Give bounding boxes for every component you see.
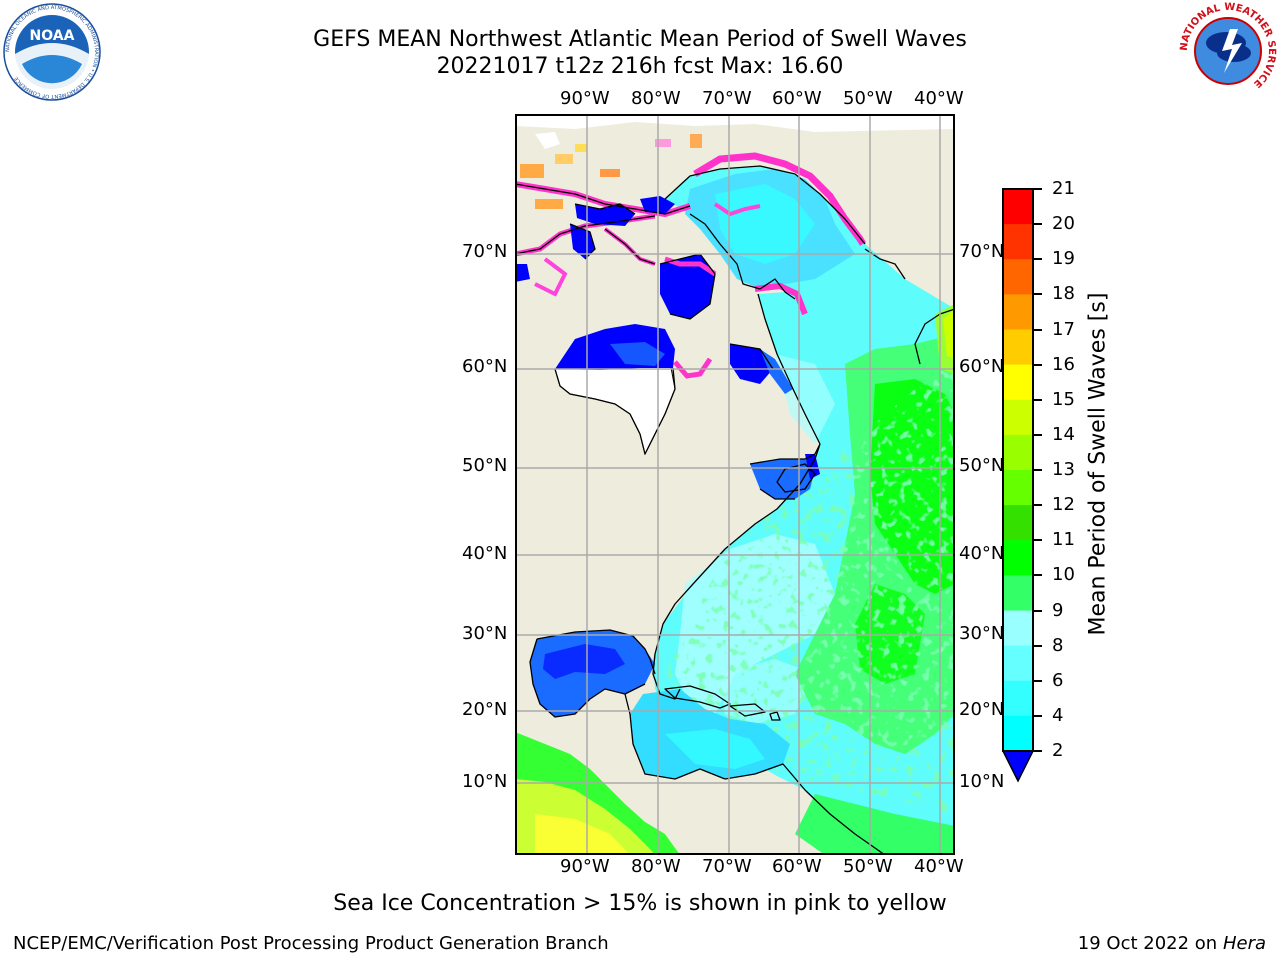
colorbar-tick — [1034, 609, 1042, 612]
lat-label: 40°N — [959, 543, 1005, 564]
colorbar-tick — [1034, 433, 1042, 436]
colorbar-tick-label: 11 — [1052, 529, 1075, 551]
colorbar — [1001, 188, 1035, 783]
colorbar-swatch — [1003, 610, 1033, 647]
svg-text:NOAA: NOAA — [30, 28, 75, 44]
lon-label: 50°W — [843, 88, 893, 109]
colorbar-tick — [1034, 504, 1042, 507]
colorbar-tick-label: 9 — [1052, 599, 1064, 621]
colorbar-swatch — [1003, 294, 1033, 330]
colorbar-swatch — [1003, 434, 1033, 471]
colorbar-tick — [1034, 328, 1042, 331]
coastlines — [515, 165, 955, 854]
lat-label: 60°N — [462, 356, 508, 377]
chart-subtitle: 20221017 t12z 216h fcst Max: 16.60 — [436, 54, 844, 79]
lon-label: 70°W — [702, 88, 752, 109]
lon-label: 60°W — [772, 88, 822, 109]
lat-label: 20°N — [959, 699, 1005, 720]
colorbar-tick-label: 20 — [1052, 213, 1075, 235]
colorbar-title: Mean Period of Swell Waves [s] — [1085, 292, 1111, 636]
colorbar-tick — [1034, 644, 1042, 647]
lon-label: 80°W — [631, 856, 681, 877]
colorbar-tick — [1034, 363, 1042, 366]
colorbar-swatch — [1003, 505, 1033, 541]
colorbar-swatch — [1003, 715, 1033, 752]
colorbar-swatch — [1003, 364, 1033, 401]
colorbar-tick-label: 19 — [1052, 248, 1075, 270]
colorbar-tick — [1034, 574, 1042, 577]
colorbar-swatch — [1003, 645, 1033, 682]
footer-credit: NCEP/EMC/Verification Post Processing Pr… — [13, 933, 609, 954]
colorbar-tick-label: 2 — [1052, 740, 1064, 761]
colorbar-swatch — [1003, 259, 1033, 295]
colorbar-swatch — [1003, 189, 1033, 225]
lon-label: 90°W — [560, 856, 610, 877]
colorbar-swatch — [1003, 680, 1033, 717]
colorbar-under-arrow — [1001, 750, 1035, 783]
lon-label: 90°W — [560, 88, 610, 109]
lat-label: 40°N — [462, 543, 508, 564]
colorbar-swatch — [1003, 399, 1033, 436]
lat-label: 50°N — [959, 455, 1005, 476]
lat-label: 30°N — [462, 623, 508, 644]
colorbar-tick — [1034, 679, 1042, 682]
lat-label: 30°N — [959, 623, 1005, 644]
sea-ice-caption: Sea Ice Concentration > 15% is shown in … — [333, 891, 947, 916]
nws-logo: NATIONAL WEATHER SERVICE — [1179, 2, 1277, 99]
colorbar-swatch — [1003, 470, 1033, 506]
colorbar-swatch — [1003, 575, 1033, 611]
colorbar-tick — [1034, 750, 1042, 752]
colorbar-tick-label: 8 — [1052, 634, 1064, 656]
colorbar-swatch — [1003, 540, 1033, 576]
colorbar-tick — [1034, 258, 1042, 261]
colorbar-tick — [1034, 293, 1042, 296]
colorbar-tick — [1034, 469, 1042, 471]
colorbar-tick — [1034, 714, 1042, 717]
noaa-logo: NOAA NATIONAL OCEANIC AND ATMOSPHERIC AD… — [3, 3, 101, 101]
colorbar-tick-label: 14 — [1052, 423, 1075, 445]
graticule — [515, 114, 955, 854]
colorbar-tick-label: 13 — [1052, 459, 1075, 480]
colorbar-tick-label: 17 — [1052, 318, 1075, 340]
colorbar-tick — [1034, 223, 1042, 226]
lat-label: 50°N — [462, 455, 508, 476]
colorbar-tick-label: 10 — [1052, 564, 1075, 586]
chart-title: GEFS MEAN Northwest Atlantic Mean Period… — [313, 27, 967, 52]
lon-label: 60°W — [772, 856, 822, 877]
colorbar-tick-label: 18 — [1052, 283, 1075, 305]
lat-label: 60°N — [959, 356, 1005, 377]
footer-date: 19 Oct 2022 on Hera — [1077, 933, 1266, 954]
colorbar-tick — [1034, 398, 1042, 401]
lat-label: 10°N — [959, 771, 1005, 792]
lat-label: 70°N — [462, 241, 508, 262]
colorbar-swatch — [1003, 329, 1033, 366]
colorbar-swatch — [1003, 224, 1033, 260]
footer-host: Hera — [1222, 933, 1266, 954]
lon-label: 40°W — [914, 88, 964, 109]
colorbar-tick — [1034, 188, 1042, 190]
colorbar-tick — [1034, 539, 1042, 542]
lat-label: 10°N — [462, 771, 508, 792]
lon-label: 80°W — [631, 88, 681, 109]
lat-label: 70°N — [959, 241, 1005, 262]
colorbar-tick-label: 15 — [1052, 388, 1075, 410]
colorbar-tick-label: 16 — [1052, 353, 1075, 375]
colorbar-tick-label: 6 — [1052, 669, 1064, 691]
colorbar-tick-label: 12 — [1052, 494, 1075, 516]
lon-label: 50°W — [843, 856, 893, 877]
lon-label: 70°W — [702, 856, 752, 877]
lat-label: 20°N — [462, 699, 508, 720]
lon-label: 40°W — [914, 856, 964, 877]
colorbar-tick-label: 21 — [1052, 178, 1075, 199]
swell-period-map — [515, 114, 955, 855]
colorbar-tick-label: 4 — [1052, 704, 1064, 726]
